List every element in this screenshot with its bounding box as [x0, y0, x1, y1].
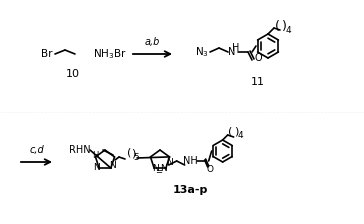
Text: =: =: [155, 168, 162, 177]
Text: RHN: RHN: [69, 145, 91, 155]
Text: N: N: [110, 161, 116, 170]
Text: H: H: [92, 151, 98, 159]
Text: ): ): [282, 19, 286, 32]
Text: N: N: [94, 162, 100, 172]
Text: NH: NH: [183, 156, 198, 166]
Text: 4: 4: [238, 131, 244, 140]
Text: N: N: [161, 164, 167, 172]
Text: N: N: [167, 157, 173, 166]
Text: H: H: [232, 43, 240, 53]
Text: (: (: [274, 19, 280, 32]
Text: N$_3$: N$_3$: [195, 45, 209, 59]
Text: 11: 11: [251, 77, 265, 87]
Text: 10: 10: [66, 69, 80, 79]
Text: 4: 4: [285, 26, 291, 34]
Text: NH$_3$Br: NH$_3$Br: [93, 47, 127, 61]
Text: (: (: [229, 126, 233, 136]
Text: c,d: c,d: [29, 145, 44, 155]
Text: (: (: [127, 147, 131, 157]
Text: N: N: [228, 47, 236, 57]
Text: ): ): [131, 148, 135, 158]
Text: a,b: a,b: [145, 37, 160, 47]
Text: 5: 5: [133, 153, 139, 162]
Text: Br: Br: [41, 49, 53, 59]
Text: 13a-p: 13a-p: [172, 185, 208, 195]
Text: O: O: [206, 164, 213, 174]
Text: O: O: [254, 53, 262, 63]
Text: ): ): [234, 126, 239, 136]
Text: N: N: [153, 164, 159, 172]
